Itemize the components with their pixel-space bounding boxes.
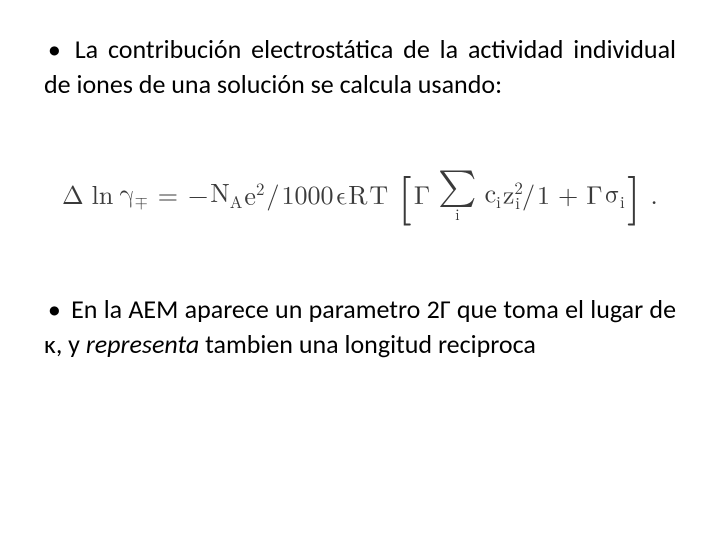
eq-minus: − — [188, 182, 208, 213]
eq-sum-symbol: ∑ — [438, 170, 476, 206]
eq-ln: ln — [92, 182, 114, 213]
eq-T: T — [369, 182, 388, 213]
eq-sigmai: σi — [604, 180, 624, 214]
eq-sum: ∑ i — [438, 170, 476, 224]
equation: Δ ln γ∓ = − NA e2 / 1000 ϵ R T [ Γ ∑ i — [62, 170, 676, 224]
eq-sum-lower: i — [455, 209, 459, 225]
eq-slash1: / — [266, 182, 279, 213]
eq-zi2: z2i — [503, 180, 520, 215]
slide: • La contribución electrostática de la a… — [0, 0, 720, 540]
eq-gamma: γ∓ — [119, 180, 147, 214]
eq-e2: e2 — [244, 181, 264, 213]
bullet-glyph-1: • — [44, 32, 65, 67]
eq-epsilon: ϵ — [335, 182, 346, 213]
paragraph-1: • La contribución electrostática de la a… — [44, 32, 676, 102]
eq-rbracket: ] — [627, 174, 641, 223]
eq-plus: + — [558, 182, 578, 213]
eq-equals: = — [158, 182, 178, 213]
bullet-glyph-2: • — [44, 292, 65, 327]
eq-one: 1 — [537, 182, 550, 213]
paragraph-1-text: La contribución electrostática de la act… — [44, 33, 676, 100]
paragraph-2-text-b: tambien una longitud reciproca — [199, 328, 536, 360]
eq-slash2: / — [522, 182, 535, 213]
eq-1000: 1000 — [281, 182, 333, 213]
eq-Gamma2: Γ — [586, 182, 602, 213]
eq-R: R — [348, 182, 367, 213]
eq-lbracket: [ — [398, 174, 412, 223]
eq-ci: ci — [485, 180, 501, 214]
paragraph-2-italic: representa — [86, 328, 199, 360]
eq-delta: Δ — [62, 182, 84, 213]
paragraph-2: • En la AEM aparece un parametro 2Γ que … — [44, 292, 676, 362]
eq-Gamma1: Γ — [414, 182, 430, 213]
equation-block: Δ ln γ∓ = − NA e2 / 1000 ϵ R T [ Γ ∑ i — [44, 170, 676, 224]
eq-period: . — [650, 182, 657, 213]
eq-NA: NA — [210, 180, 242, 214]
